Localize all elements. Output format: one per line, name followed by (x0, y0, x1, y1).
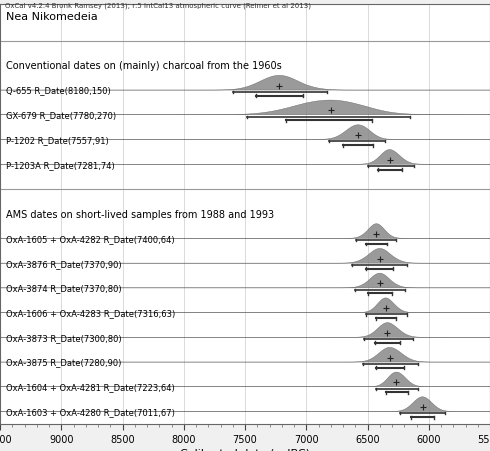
Text: OxA-3875 R_Date(7280,90): OxA-3875 R_Date(7280,90) (6, 358, 122, 367)
Text: Q-655 R_Date(8180,150): Q-655 R_Date(8180,150) (6, 87, 111, 95)
Text: Nea Nikomedeia: Nea Nikomedeia (6, 12, 98, 22)
Text: OxA-1604 + OxA-4281 R_Date(7223,64): OxA-1604 + OxA-4281 R_Date(7223,64) (6, 382, 175, 391)
Text: P-1203A R_Date(7281,74): P-1203A R_Date(7281,74) (6, 161, 115, 170)
Text: OxA-3874 R_Date(7370,80): OxA-3874 R_Date(7370,80) (6, 284, 122, 293)
Text: OxA-3873 R_Date(7300,80): OxA-3873 R_Date(7300,80) (6, 333, 122, 342)
Text: Conventional dates on (mainly) charcoal from the 1960s: Conventional dates on (mainly) charcoal … (6, 61, 282, 71)
Text: OxA-1603 + OxA-4280 R_Date(7011,67): OxA-1603 + OxA-4280 R_Date(7011,67) (6, 407, 175, 416)
X-axis label: Calibrated date (calBC): Calibrated date (calBC) (180, 447, 310, 451)
Text: OxA-3876 R_Date(7370,90): OxA-3876 R_Date(7370,90) (6, 259, 122, 268)
Text: OxA-1606 + OxA-4283 R_Date(7316,63): OxA-1606 + OxA-4283 R_Date(7316,63) (6, 308, 175, 318)
Text: OxA-1605 + OxA-4282 R_Date(7400,64): OxA-1605 + OxA-4282 R_Date(7400,64) (6, 235, 175, 244)
Text: GX-679 R_Date(7780,270): GX-679 R_Date(7780,270) (6, 111, 116, 120)
Text: AMS dates on short-lived samples from 1988 and 1993: AMS dates on short-lived samples from 19… (6, 209, 274, 219)
Text: P-1202 R_Date(7557,91): P-1202 R_Date(7557,91) (6, 136, 109, 145)
Text: OxCal v4.2.4 Bronk Ramsey (2013); r:5 IntCal13 atmospheric curve (Reimer et al 2: OxCal v4.2.4 Bronk Ramsey (2013); r:5 In… (5, 2, 311, 9)
